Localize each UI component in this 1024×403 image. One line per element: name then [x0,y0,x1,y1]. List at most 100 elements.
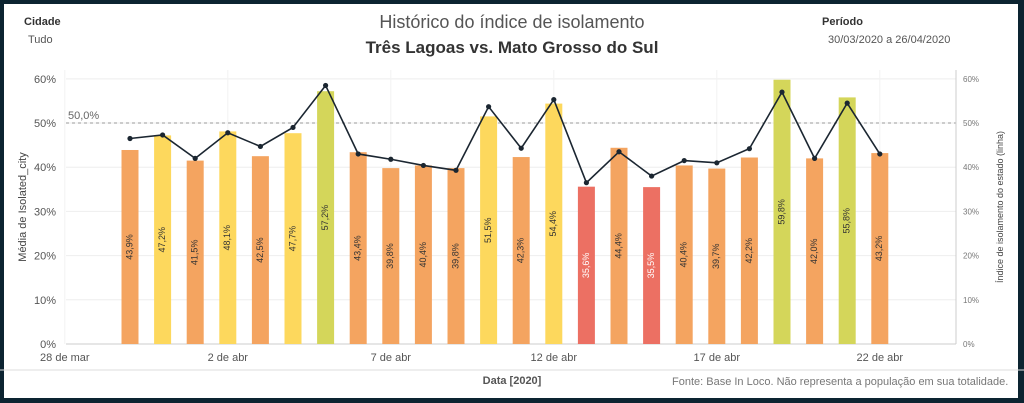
state-line-point[interactable] [290,124,296,131]
state-line-point[interactable] [583,180,590,186]
axes [0,70,1024,371]
period-filter-value[interactable]: 30/03/2020 a 26/04/2020 [828,34,951,46]
x-tick-label: 17 de abr [694,352,741,364]
y-tick-label: 40% [34,162,56,174]
state-line-point[interactable] [616,149,622,155]
bar[interactable] [480,116,498,344]
reference-line-label: 50,0% [68,110,99,122]
bar[interactable] [577,186,595,344]
y2-tick-label: 60% [963,75,979,84]
y2-tick-label: 30% [963,207,979,216]
state-line-point[interactable] [812,155,818,161]
bar-data-label: 44,4% [613,233,623,259]
bar[interactable] [317,91,335,344]
bar[interactable] [708,168,726,344]
y-tick-label: 20% [34,251,56,263]
city-filter-label: Cidade [24,16,61,28]
bar-data-label: 43,4% [353,235,363,261]
state-line-path[interactable] [129,83,881,185]
y-tick-label: 10% [34,295,56,307]
bar[interactable] [414,165,432,344]
y2-tick-label: 20% [963,252,979,261]
bar-data-label: 35,6% [581,253,591,279]
bar[interactable] [610,147,628,344]
y-axis-title: Média de Isolated_city [17,152,29,262]
source-footnote: Fonte: Base In Loco. Não representa a po… [672,376,1009,388]
state-line-point[interactable] [225,130,231,136]
y2-axis-title: Índice de isolamento do estado (linha) [995,131,1005,283]
y2-tick-label: 40% [963,163,979,172]
y2-tick-label: 10% [963,296,979,305]
bar-data-label: 35,5% [646,253,656,279]
bar-data-label: 55,8% [842,208,852,234]
y2-tick-label: 50% [963,119,979,128]
y-tick-label: 0% [40,339,56,351]
state-line-point[interactable] [714,160,720,166]
state-line-point[interactable] [649,173,655,179]
bar[interactable] [871,153,889,344]
chart-title: Histórico do índice de isolamento [379,12,645,32]
bar[interactable] [675,165,693,344]
bar[interactable] [512,157,530,344]
bar[interactable] [740,157,758,344]
bar[interactable] [186,160,204,344]
bar[interactable] [382,168,400,344]
chart-subtitle: Três Lagoas vs. Mato Grosso do Sul [365,38,659,57]
bar-data-label: 42,3% [516,238,526,264]
state-line-point[interactable] [681,157,687,164]
bar[interactable] [838,97,856,345]
period-filter-label: Período [822,16,863,28]
state-line-point[interactable] [453,167,459,173]
bar-data-label: 39,8% [385,243,395,269]
state-line-point[interactable] [127,135,133,142]
bar-data-label: 40,4% [679,242,689,268]
bar[interactable] [251,156,269,344]
state-line-point[interactable] [551,97,557,103]
bar-data-label: 42,5% [255,237,265,263]
state-line-point[interactable] [486,104,492,110]
state-line-point[interactable] [192,155,198,161]
x-tick-label: 2 de abr [208,352,249,364]
state-line-point[interactable] [877,151,883,157]
state-line-point[interactable] [355,151,361,157]
state-line-point[interactable] [160,132,166,138]
state-line-point[interactable] [746,146,753,152]
bar-data-label: 40,4% [418,242,428,268]
bar-data-label: 42,0% [809,238,819,264]
bar[interactable] [643,187,661,344]
bar-data-label: 48,1% [222,225,232,251]
bar[interactable] [154,135,172,344]
bar-data-label: 54,4% [548,211,558,237]
bars[interactable] [121,79,889,345]
bar[interactable] [773,79,791,344]
x-tick-label: 7 de abr [371,352,412,364]
state-line-point[interactable] [844,100,850,106]
bar-data-label: 51,5% [483,217,493,243]
bar-data-label: 47,7% [287,226,297,252]
bar[interactable] [219,131,237,344]
bar-data-label: 59,8% [776,199,786,225]
bar[interactable] [806,158,824,344]
state-line[interactable] [127,82,883,186]
bar-data-label: 41,5% [190,240,200,266]
state-line-point[interactable] [323,82,329,89]
state-line-point[interactable] [420,162,426,169]
bar[interactable] [121,149,139,344]
bar-data-label: 39,7% [711,244,721,270]
bar-data-label: 47,2% [157,227,167,253]
bar[interactable] [349,152,367,344]
y-tick-label: 60% [34,74,56,86]
state-line-point[interactable] [779,89,785,95]
y2-tick-label: 0% [963,340,975,349]
y-tick-label: 30% [34,206,56,218]
city-filter-value[interactable]: Tudo [28,34,53,46]
state-line-point[interactable] [518,145,524,151]
bar[interactable] [284,133,302,344]
state-line-point[interactable] [388,156,394,162]
state-line-point[interactable] [257,143,263,150]
bar[interactable] [447,168,465,344]
x-tick-label: 22 de abr [857,352,904,364]
bar[interactable] [545,103,563,344]
bar-data-label: 42,2% [744,238,754,264]
